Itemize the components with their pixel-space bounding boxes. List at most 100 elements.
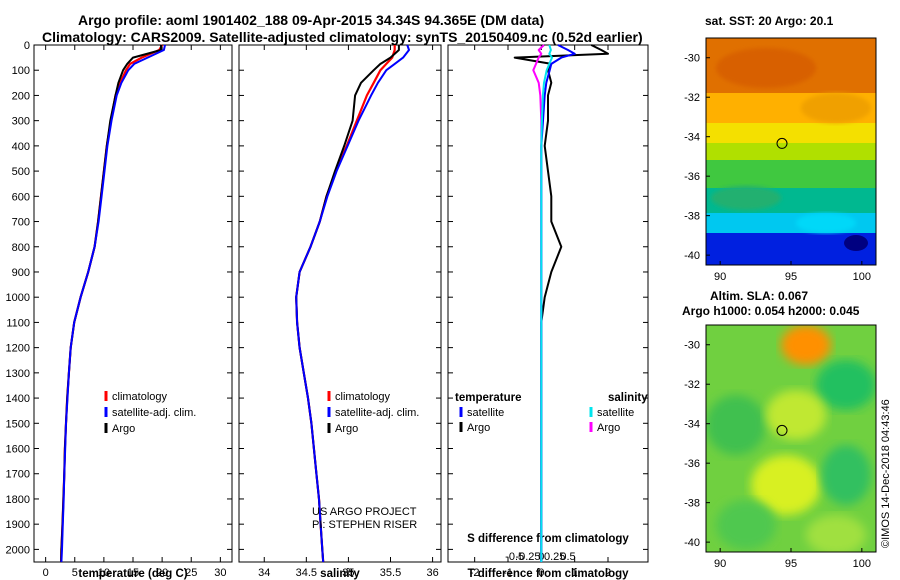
x-tick-label: 15 <box>127 567 139 579</box>
map-y-tick-label: -34 <box>684 419 700 431</box>
sla-blob <box>706 395 766 455</box>
x-tick-label: 35.5 <box>380 567 401 579</box>
sla-blob <box>716 500 776 550</box>
project-annotation: PI: STEPHEN RISER <box>312 519 417 531</box>
x-tick-label: 30 <box>214 567 226 579</box>
x-axis-label: T difference from climatology <box>467 568 629 580</box>
map-y-tick-label: -30 <box>684 53 700 65</box>
legend-label: Argo <box>597 422 620 434</box>
map-x-tick-label: 100 <box>853 271 871 283</box>
plot-frame-salinity-profile <box>238 44 442 563</box>
y-tick-label: 900 <box>12 267 30 279</box>
sla-blob <box>781 325 831 365</box>
x-tick-label: 34.5 <box>296 567 317 579</box>
sst-blob <box>801 93 871 123</box>
sla-map-subtitle: Argo h1000: 0.054 h2000: 0.045 <box>682 304 860 318</box>
sst-heatmap <box>706 38 876 265</box>
x-tick-label: 34 <box>258 567 270 579</box>
y-tick-label: 1500 <box>6 418 30 430</box>
y-tick-label: 700 <box>12 217 30 229</box>
legend-label: satellite <box>467 407 504 419</box>
sst-blob <box>844 235 868 251</box>
sst-blob <box>716 48 816 88</box>
map-y-tick-label: -36 <box>684 458 700 470</box>
y-tick-label: 400 <box>12 141 30 153</box>
legend-title-salinity: salinity <box>608 392 648 404</box>
sla-map-title: Altim. SLA: 0.067 <box>710 289 809 303</box>
x-tick-label: 0 <box>538 567 544 579</box>
y-tick-label: 1200 <box>6 343 30 355</box>
series-argo <box>295 45 400 563</box>
map-x-tick-label: 95 <box>785 558 797 570</box>
sla-blob <box>821 445 871 505</box>
map-y-tick-label: -40 <box>684 537 700 549</box>
legend-label: satellite-adj. clim. <box>335 407 419 419</box>
map-x-tick-label: 100 <box>853 558 871 570</box>
series-t-satellite <box>540 44 576 562</box>
sla-blob <box>816 360 876 410</box>
y-tick-label: 300 <box>12 116 30 128</box>
x-tick-label: 1 <box>572 567 578 579</box>
chart-title-line1: Argo profile: aoml 1901402_188 09-Apr-20… <box>78 12 545 28</box>
sst-band <box>706 143 876 163</box>
y-tick-label: 1700 <box>6 469 30 481</box>
series-satellite-adj-clim- <box>295 44 410 563</box>
project-annotation: US ARGO PROJECT <box>312 506 417 518</box>
map-x-tick-label: 90 <box>714 271 726 283</box>
legend-label: Argo <box>335 423 358 435</box>
map-y-tick-label: -36 <box>684 171 700 183</box>
y-tick-label: 1400 <box>6 393 30 405</box>
y-tick-label: 2000 <box>6 544 30 556</box>
sst-blob <box>711 186 781 210</box>
map-y-tick-label: -38 <box>684 498 700 510</box>
y-tick-label: 1600 <box>6 444 30 456</box>
argo-float-marker <box>776 137 788 149</box>
legend-label: satellite-adj. clim. <box>112 407 196 419</box>
legend-label: satellite <box>597 407 634 419</box>
x-tick-label: 35 <box>342 567 354 579</box>
x-tick-label: 10 <box>98 567 110 579</box>
chart-title-line2: Climatology: CARS2009. Satellite-adjuste… <box>42 29 643 45</box>
y-tick-label: 200 <box>12 90 30 102</box>
argo-float-marker <box>776 424 788 436</box>
x-tick-label: 20 <box>156 567 168 579</box>
x-tick-label: 25 <box>185 567 197 579</box>
x-tick-label: -2 <box>470 567 480 579</box>
map-y-tick-label: -32 <box>684 379 700 391</box>
y-tick-label: 600 <box>12 191 30 203</box>
x-tick-label: -1 <box>503 567 513 579</box>
y-tick-label: 0 <box>24 40 30 52</box>
y-tick-label: 1000 <box>6 292 30 304</box>
sst-map-title: sat. SST: 20 Argo: 20.1 <box>705 14 834 28</box>
y-tick-label: 800 <box>12 242 30 254</box>
s-tick-label: -0.25 <box>515 551 540 563</box>
s-tick-label: -0.5 <box>505 551 524 563</box>
legend-label: Argo <box>467 422 490 434</box>
y-tick-label: 1300 <box>6 368 30 380</box>
sla-heatmap <box>706 325 876 552</box>
y-tick-label: 1100 <box>6 317 30 329</box>
x-tick-label: 2 <box>605 567 611 579</box>
s-axis-label: S difference from climatology <box>467 533 629 545</box>
s-tick-label: 0.25 <box>544 551 565 563</box>
legend-label: climatology <box>112 391 168 403</box>
series-s-satellite <box>540 44 553 562</box>
y-tick-label: 100 <box>12 65 30 77</box>
map-y-tick-label: -32 <box>684 92 700 104</box>
map-y-tick-label: -38 <box>684 211 700 223</box>
plot-frame-difference-profile <box>447 44 649 563</box>
y-tick-label: 1900 <box>6 519 30 531</box>
sst-blob <box>796 213 856 233</box>
series-climatology <box>295 45 396 563</box>
series-t-argo <box>513 44 609 562</box>
map-y-tick-label: -34 <box>684 132 700 144</box>
x-tick-label: 5 <box>72 567 78 579</box>
x-axis-label: salinity <box>320 568 360 580</box>
map-y-tick-label: -30 <box>684 340 700 352</box>
sla-blob <box>751 455 821 515</box>
map-y-tick-label: -40 <box>684 250 700 262</box>
x-tick-label: 0 <box>43 567 49 579</box>
sla-blob <box>806 515 866 552</box>
y-tick-label: 500 <box>12 166 30 178</box>
